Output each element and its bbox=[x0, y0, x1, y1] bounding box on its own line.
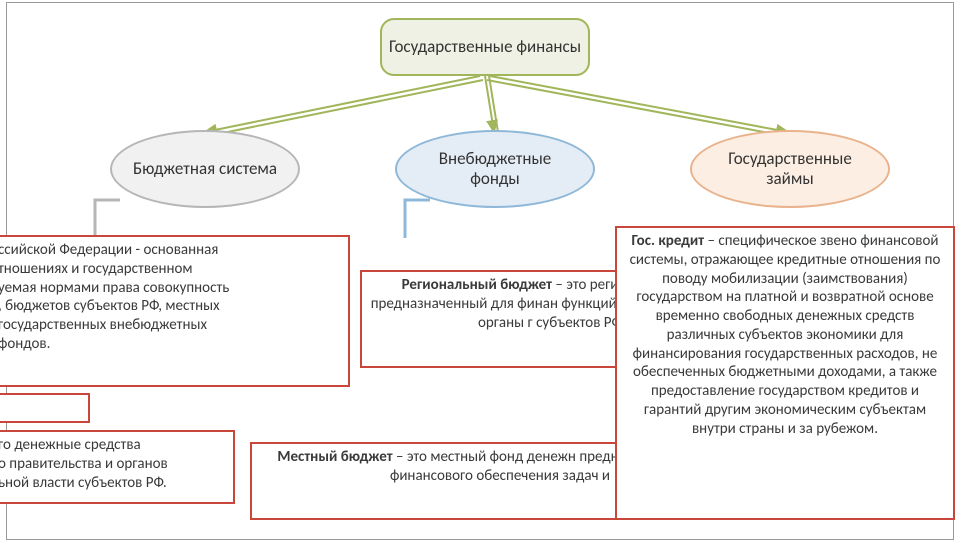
branch-label: Бюджетная система bbox=[133, 159, 277, 179]
definition-box-gov-credit: Гос. кредит – специфическое звено финанс… bbox=[615, 226, 955, 520]
branch-label: Государственные займы bbox=[710, 149, 870, 190]
branch-government-loans: Государственные займы bbox=[690, 130, 890, 208]
definition-box-budget-system: ссийской Федерации - основаннаятношениях… bbox=[0, 235, 350, 387]
branch-budget-system: Бюджетная система bbox=[110, 130, 300, 208]
root-node-label: Государственные финансы bbox=[389, 37, 581, 57]
branch-label: Внебюджетные фонды bbox=[415, 149, 575, 190]
definition-box-fragment bbox=[0, 393, 90, 423]
definition-box-federal-budget: го денежные средствао правительства и ор… bbox=[0, 430, 235, 504]
branch-extrabudget-funds: Внебюджетные фонды bbox=[395, 130, 595, 208]
root-node-gov-finance: Государственные финансы bbox=[380, 18, 590, 76]
